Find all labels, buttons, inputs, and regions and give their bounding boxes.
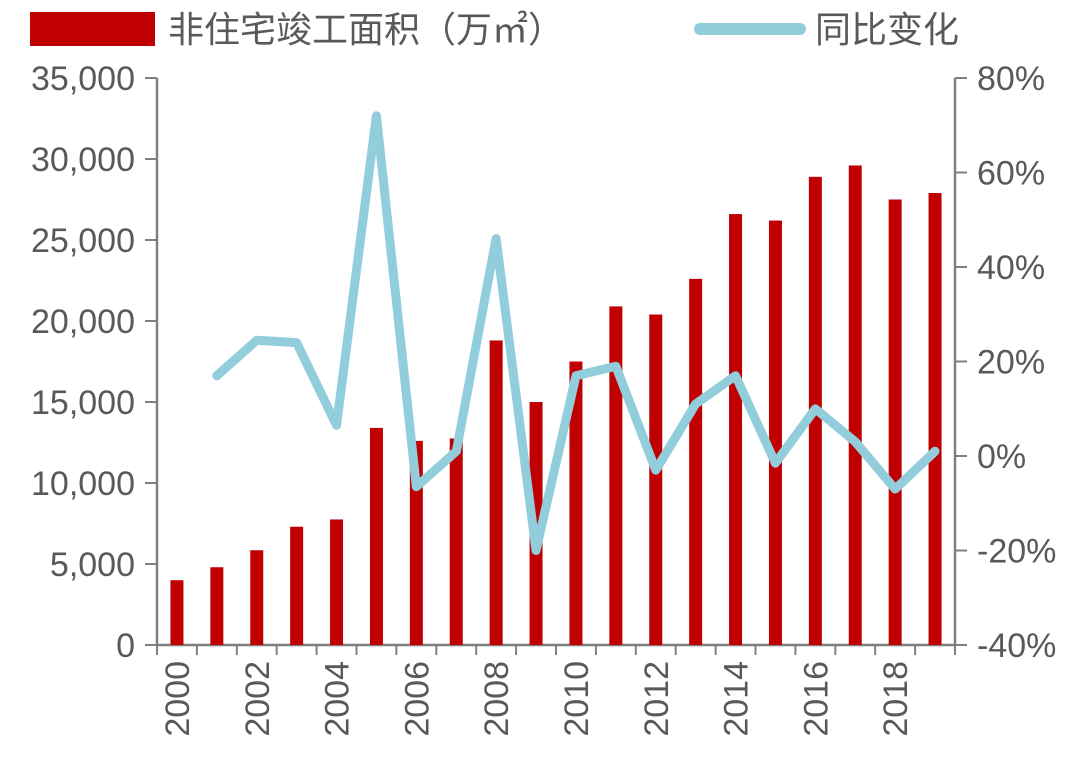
bar-2001: [210, 567, 223, 645]
right-axis-tick-label: 20%: [977, 344, 1045, 382]
left-axis-tick-label: 30,000: [31, 141, 135, 179]
legend-bar-swatch: [30, 12, 155, 46]
left-axis-tick-label: 20,000: [31, 303, 135, 341]
left-axis-tick-label: 35,000: [31, 60, 135, 98]
bar-2017: [849, 165, 862, 645]
right-axis-tick-label: -20%: [977, 533, 1056, 571]
right-axis-tick-label: 60%: [977, 155, 1045, 193]
right-axis-tick-label: -40%: [977, 627, 1056, 665]
left-axis-tick-label: 25,000: [31, 222, 135, 260]
bar-2019: [929, 193, 942, 645]
bar-2008: [490, 340, 503, 645]
legend: 非住宅竣工面积（万㎡） 同比变化: [30, 9, 959, 50]
bar-2002: [250, 550, 263, 645]
right-axis-tick-label: 0%: [977, 438, 1026, 476]
bar-2003: [290, 527, 303, 645]
left-axis-tick-label: 0: [116, 627, 135, 665]
right-axis-tick-label: 40%: [977, 249, 1045, 287]
x-axis-tick-label: 2016: [797, 661, 835, 737]
left-axis-tick-label: 15,000: [31, 384, 135, 422]
x-axis-tick-label: 2002: [239, 661, 277, 737]
x-axis-tick-label: 2012: [638, 661, 676, 737]
tick-labels: 0 5,000 10,000 15,000 20,000 25,000 30,000 35,0…: [31, 60, 1056, 737]
bar-2000: [170, 580, 183, 645]
left-axis-tick-label: 5,000: [50, 546, 135, 584]
right-axis-tick-label: 80%: [977, 60, 1045, 98]
x-axis-tick-label: 2000: [159, 661, 197, 737]
legend-line-label: 同比变化: [815, 9, 959, 50]
bar-2012: [649, 315, 662, 645]
x-axis-tick-label: 2014: [718, 661, 756, 737]
x-axis-tick-label: 2004: [319, 661, 357, 737]
x-axis-tick-label: 2018: [877, 661, 915, 737]
axes: [145, 78, 967, 655]
bar-2005: [370, 428, 383, 645]
bar-2013: [689, 279, 702, 645]
bar-2004: [330, 519, 343, 645]
x-axis-tick-label: 2008: [478, 661, 516, 737]
bar-2018: [889, 200, 902, 646]
legend-bar-label: 非住宅竣工面积（万㎡）: [168, 9, 564, 50]
bar-series: [170, 165, 941, 645]
left-axis-tick-label: 10,000: [31, 465, 135, 503]
bar-2015: [769, 221, 782, 645]
bar-2007: [450, 438, 463, 645]
x-axis-tick-label: 2010: [558, 661, 596, 737]
bar-2011: [609, 306, 622, 645]
x-axis-tick-label: 2006: [398, 661, 436, 737]
bar-2014: [729, 214, 742, 645]
